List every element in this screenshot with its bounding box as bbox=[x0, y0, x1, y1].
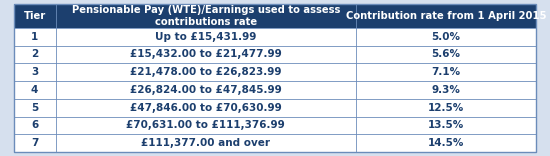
Bar bbox=[14, 4, 56, 28]
Text: 6: 6 bbox=[31, 120, 38, 130]
Text: Tier: Tier bbox=[24, 11, 46, 21]
Text: 7.1%: 7.1% bbox=[432, 67, 461, 77]
Text: Pensionable Pay (WTE)/Earnings used to assess
contributions rate: Pensionable Pay (WTE)/Earnings used to a… bbox=[72, 5, 340, 27]
Text: Up to £15,431.99: Up to £15,431.99 bbox=[155, 32, 256, 42]
Text: 7: 7 bbox=[31, 138, 38, 148]
Bar bbox=[56, 4, 356, 28]
Text: £70,631.00 to £111,376.99: £70,631.00 to £111,376.99 bbox=[126, 120, 285, 130]
Text: £21,478.00 to £26,823.99: £21,478.00 to £26,823.99 bbox=[130, 67, 282, 77]
Text: 3: 3 bbox=[31, 67, 38, 77]
Text: 12.5%: 12.5% bbox=[428, 103, 464, 113]
Text: Contribution rate from 1 April 2015: Contribution rate from 1 April 2015 bbox=[346, 11, 546, 21]
Text: 4: 4 bbox=[31, 85, 38, 95]
Text: £111,377.00 and over: £111,377.00 and over bbox=[141, 138, 270, 148]
Text: 2: 2 bbox=[31, 49, 38, 59]
Text: 9.3%: 9.3% bbox=[432, 85, 460, 95]
Text: 5: 5 bbox=[31, 103, 38, 113]
Bar bbox=[356, 4, 536, 28]
Text: £26,824.00 to £47,845.99: £26,824.00 to £47,845.99 bbox=[130, 85, 282, 95]
Text: £15,432.00 to £21,477.99: £15,432.00 to £21,477.99 bbox=[130, 49, 282, 59]
Text: £47,846.00 to £70,630.99: £47,846.00 to £70,630.99 bbox=[130, 103, 282, 113]
Text: 1: 1 bbox=[31, 32, 38, 42]
Text: 13.5%: 13.5% bbox=[428, 120, 464, 130]
Text: 5.6%: 5.6% bbox=[432, 49, 460, 59]
Text: 5.0%: 5.0% bbox=[432, 32, 460, 42]
Text: 14.5%: 14.5% bbox=[428, 138, 464, 148]
